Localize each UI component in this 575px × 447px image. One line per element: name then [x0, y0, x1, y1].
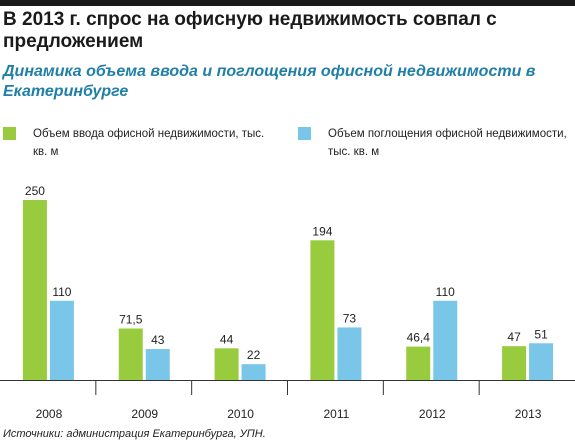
- bar-absorption: [241, 364, 266, 380]
- bar-absorption: [433, 300, 458, 380]
- data-label-input: 250: [25, 184, 45, 198]
- data-label-input: 46,4: [407, 331, 431, 345]
- bar-input: [118, 328, 143, 380]
- bar-input: [22, 200, 47, 380]
- x-tick-label: 2011: [324, 407, 350, 421]
- bar-input: [214, 348, 239, 380]
- legend-swatch-input: [3, 127, 16, 140]
- x-tick-label: 2010: [227, 407, 254, 421]
- data-label-input: 71,5: [119, 313, 143, 327]
- x-tick-label: 2013: [515, 407, 542, 421]
- data-label-input: 47: [507, 330, 521, 344]
- bar-absorption: [529, 343, 554, 380]
- data-label-absorption: 110: [52, 285, 71, 299]
- legend-label-absorption: Объем поглощения офисной недвижимости, т…: [328, 128, 567, 158]
- chart-subtitle: Динамика объема ввода и поглощения офисн…: [3, 63, 536, 100]
- source-note: Источники: администрация Екатеринбурга, …: [3, 428, 266, 440]
- legend-label-input: Объем ввода офисной недвижимости, тыс. к…: [33, 128, 265, 158]
- data-label-input: 194: [312, 224, 332, 238]
- chart-title: В 2013 г. спрос на офисную недвижимость …: [3, 9, 497, 52]
- data-label-absorption: 110: [436, 285, 455, 299]
- data-label-absorption: 43: [151, 333, 165, 347]
- bar-absorption: [145, 349, 170, 380]
- bar-absorption: [49, 300, 74, 380]
- bar-input: [406, 346, 431, 380]
- bar-absorption: [337, 327, 362, 380]
- data-label-absorption: 51: [534, 327, 548, 341]
- bar-input: [310, 240, 335, 380]
- data-label-absorption: 73: [343, 311, 357, 325]
- x-tick-label: 2008: [36, 407, 63, 421]
- top-rule: [0, 0, 575, 6]
- x-tick-label: 2012: [419, 407, 446, 421]
- data-label-absorption: 22: [247, 348, 261, 362]
- legend-swatch-absorption: [298, 127, 311, 140]
- bar-input: [502, 346, 527, 380]
- x-tick-label: 2009: [131, 407, 158, 421]
- data-label-input: 44: [220, 332, 234, 346]
